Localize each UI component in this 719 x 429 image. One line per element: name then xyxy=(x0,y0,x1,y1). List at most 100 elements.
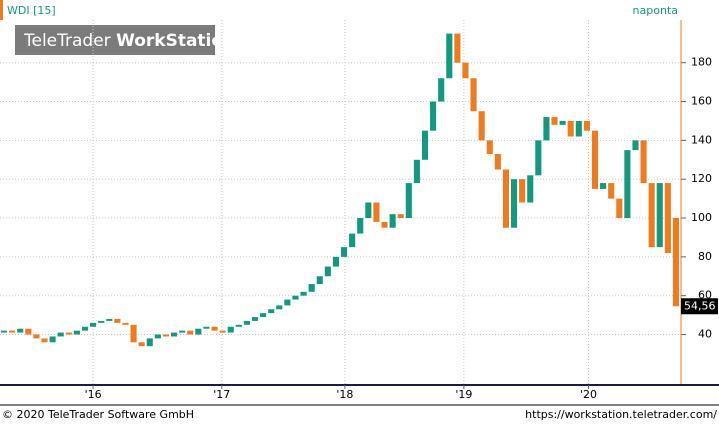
candle-body xyxy=(381,221,388,228)
candle-body xyxy=(527,175,534,203)
candle-body xyxy=(583,120,590,131)
x-tick-label: '16 xyxy=(85,388,102,401)
candle-body xyxy=(511,179,518,228)
candle-body xyxy=(57,332,64,337)
instrument: WDI [15] xyxy=(7,4,56,17)
x-tick-label: '17 xyxy=(213,388,230,401)
candle-body xyxy=(300,291,307,296)
candle-body xyxy=(341,247,348,257)
watermark-light: TeleTrader xyxy=(23,31,111,51)
candle-body xyxy=(9,330,16,333)
candle-body xyxy=(251,317,259,321)
x-tick-label: '18 xyxy=(336,388,353,401)
candle-body xyxy=(187,330,194,335)
candle-body xyxy=(454,33,461,63)
candle-body xyxy=(438,78,445,102)
candle-body xyxy=(316,276,323,285)
candle-body xyxy=(519,179,526,203)
last-value-label: 54,56 xyxy=(684,299,716,312)
candle-body xyxy=(446,33,453,79)
candle-body xyxy=(17,328,24,333)
candle-body xyxy=(146,338,153,347)
candle-body xyxy=(268,309,275,314)
candle-body xyxy=(162,334,169,337)
candle-body xyxy=(90,322,97,327)
watermark-bold: WorkStation xyxy=(116,31,235,51)
candle-body xyxy=(171,332,178,337)
candle-body xyxy=(130,324,137,343)
candle-body xyxy=(195,328,202,335)
candle-body xyxy=(559,120,566,125)
candle-body xyxy=(389,214,396,228)
candle-body xyxy=(365,202,372,219)
candle-body xyxy=(332,256,339,267)
y-tick-label: 140 xyxy=(691,133,712,146)
candle-body xyxy=(1,330,8,333)
candle-body xyxy=(478,111,485,141)
y-tick-label: 100 xyxy=(691,211,712,224)
candle-body xyxy=(430,101,437,131)
candle-body xyxy=(664,183,671,253)
candle-body xyxy=(543,117,550,141)
candle-body xyxy=(324,266,331,277)
candle-body xyxy=(260,313,267,318)
candle-body xyxy=(349,233,356,248)
copyright: © 2020 TeleTrader Software GmbH xyxy=(2,408,194,421)
candle-body xyxy=(138,342,145,347)
candle-body xyxy=(462,62,469,79)
candle-body xyxy=(616,198,623,219)
candle-body xyxy=(154,334,161,339)
candle-body xyxy=(203,326,210,329)
candle-body xyxy=(292,295,299,300)
interval: naponta xyxy=(633,4,678,17)
candle-body xyxy=(65,332,72,335)
candle-body xyxy=(219,330,226,333)
y-tick-label: 80 xyxy=(698,250,712,263)
candle-body xyxy=(413,159,420,184)
candle-body xyxy=(243,320,250,325)
x-tick-label: '20 xyxy=(580,388,597,401)
candle-body xyxy=(397,214,404,219)
y-tick-label: 160 xyxy=(691,95,712,108)
y-tick-label: 120 xyxy=(691,172,712,185)
candle-body xyxy=(41,338,48,343)
candle-body xyxy=(591,130,599,189)
candle-body xyxy=(357,218,364,234)
candle-body xyxy=(656,183,663,248)
candle-body xyxy=(114,318,121,323)
last-value-box xyxy=(681,298,718,315)
candle-body xyxy=(567,120,574,137)
candle-body xyxy=(470,78,477,112)
candle-body xyxy=(73,330,80,335)
y-tick-label: 40 xyxy=(698,328,712,341)
candle-body xyxy=(624,150,631,219)
candle-body xyxy=(632,140,639,151)
y-tick-label: 180 xyxy=(691,56,712,69)
x-tick-label: '19 xyxy=(455,388,472,401)
candle-body xyxy=(494,153,501,170)
watermark: TeleTrader WorkStation xyxy=(23,31,235,51)
candle-body xyxy=(672,218,679,307)
candle-body xyxy=(405,183,412,219)
candle-body xyxy=(535,140,542,176)
candle-body xyxy=(81,326,89,331)
candle-body xyxy=(640,140,647,184)
candle-body xyxy=(608,183,615,199)
candle-body xyxy=(486,140,493,154)
header-marker xyxy=(0,0,3,20)
candle-body xyxy=(211,326,218,331)
candle-body xyxy=(25,328,32,335)
candle-body xyxy=(33,334,40,339)
url: https://workstation.teletrader.com/ xyxy=(525,408,717,421)
candle-body xyxy=(502,169,509,228)
candle-body xyxy=(308,284,315,292)
candle-body xyxy=(575,120,582,137)
candle-body xyxy=(421,130,429,160)
candle-body xyxy=(98,320,105,323)
watermark-box xyxy=(15,25,215,55)
candle-body xyxy=(373,202,380,222)
candle-body xyxy=(551,117,558,125)
candle-body xyxy=(122,322,129,325)
